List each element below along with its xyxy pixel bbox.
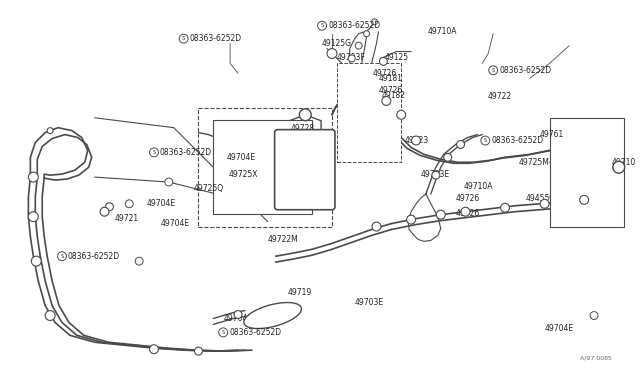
- Bar: [337, 63, 401, 162]
- Text: 49726: 49726: [378, 86, 403, 94]
- Text: 49704E: 49704E: [223, 314, 252, 323]
- Text: 49719: 49719: [287, 288, 312, 297]
- Circle shape: [28, 212, 38, 222]
- Text: S: S: [321, 23, 324, 28]
- Circle shape: [613, 161, 625, 173]
- Text: 49710: 49710: [612, 158, 636, 167]
- Circle shape: [150, 345, 159, 354]
- Circle shape: [406, 215, 415, 224]
- Circle shape: [444, 153, 452, 161]
- Text: 49704E: 49704E: [161, 219, 190, 228]
- Text: 49710A: 49710A: [463, 183, 493, 192]
- Text: 49703E: 49703E: [355, 298, 384, 307]
- Circle shape: [580, 195, 589, 204]
- Text: 08363-6252D: 08363-6252D: [229, 328, 281, 337]
- Text: 49181: 49181: [378, 74, 403, 83]
- Text: 08363-6252D: 08363-6252D: [189, 34, 242, 43]
- Text: 49725Q: 49725Q: [193, 185, 223, 193]
- Circle shape: [364, 31, 369, 37]
- Text: 49725M: 49725M: [518, 158, 550, 167]
- Text: 49710A: 49710A: [428, 27, 458, 36]
- Circle shape: [397, 110, 406, 119]
- Circle shape: [382, 96, 391, 105]
- Text: 49726: 49726: [456, 209, 480, 218]
- Circle shape: [461, 207, 470, 216]
- Circle shape: [481, 136, 490, 145]
- Circle shape: [219, 328, 228, 337]
- Text: 49728: 49728: [291, 124, 315, 133]
- Text: 49725X: 49725X: [228, 170, 258, 179]
- Circle shape: [179, 34, 188, 43]
- Text: 49722: 49722: [487, 92, 511, 100]
- Text: 08363-6252D: 08363-6252D: [68, 252, 120, 261]
- Text: S: S: [152, 150, 156, 155]
- Text: A/97 0085: A/97 0085: [580, 355, 612, 360]
- Circle shape: [432, 171, 440, 179]
- Circle shape: [590, 312, 598, 320]
- Circle shape: [125, 200, 133, 208]
- Text: 49722M: 49722M: [268, 235, 298, 244]
- Circle shape: [195, 347, 202, 355]
- Circle shape: [456, 141, 465, 148]
- Circle shape: [100, 207, 109, 216]
- Circle shape: [540, 199, 549, 208]
- Circle shape: [47, 128, 53, 134]
- Text: S: S: [182, 36, 185, 41]
- Circle shape: [31, 256, 41, 266]
- Circle shape: [300, 109, 311, 121]
- Bar: [198, 108, 332, 227]
- Circle shape: [135, 257, 143, 265]
- Circle shape: [489, 66, 498, 75]
- Text: 49125: 49125: [385, 53, 408, 62]
- Circle shape: [327, 48, 337, 58]
- Text: 49721: 49721: [115, 214, 138, 223]
- Circle shape: [278, 168, 287, 176]
- FancyBboxPatch shape: [275, 129, 335, 210]
- Text: 49704E: 49704E: [226, 153, 255, 162]
- Circle shape: [412, 136, 420, 145]
- Text: 08363-6252D: 08363-6252D: [491, 136, 543, 145]
- Circle shape: [380, 57, 387, 65]
- Text: 49761: 49761: [540, 130, 564, 139]
- Text: 08363-6252D: 08363-6252D: [160, 148, 212, 157]
- Text: 49455: 49455: [525, 194, 550, 203]
- Text: 49726: 49726: [372, 69, 397, 78]
- Text: S: S: [60, 254, 63, 259]
- Text: 08363-6252D: 08363-6252D: [499, 66, 551, 75]
- Circle shape: [372, 19, 378, 25]
- Text: 49703F: 49703F: [337, 53, 365, 62]
- Text: 49182: 49182: [381, 90, 405, 100]
- Circle shape: [150, 148, 159, 157]
- Circle shape: [45, 311, 55, 321]
- Circle shape: [234, 311, 242, 318]
- Text: 49723: 49723: [404, 136, 428, 145]
- Circle shape: [348, 55, 355, 62]
- Circle shape: [355, 42, 362, 49]
- Bar: [550, 118, 624, 227]
- Circle shape: [436, 210, 445, 219]
- Text: 49125G: 49125G: [322, 39, 352, 48]
- Circle shape: [165, 178, 173, 186]
- Circle shape: [500, 203, 509, 212]
- Circle shape: [321, 168, 329, 176]
- Circle shape: [106, 203, 113, 211]
- Ellipse shape: [244, 302, 301, 328]
- Circle shape: [317, 21, 326, 30]
- Text: 49726: 49726: [456, 194, 480, 203]
- Text: 08363-6252D: 08363-6252D: [328, 21, 380, 30]
- Text: 49703E: 49703E: [421, 170, 450, 179]
- Circle shape: [28, 172, 38, 182]
- Text: S: S: [484, 138, 487, 143]
- Circle shape: [372, 222, 381, 231]
- Text: S: S: [221, 330, 225, 335]
- Circle shape: [58, 252, 67, 261]
- Text: 49704E: 49704E: [545, 324, 573, 333]
- Text: 49704E: 49704E: [147, 199, 176, 208]
- Bar: [213, 120, 312, 214]
- Text: S: S: [492, 68, 495, 73]
